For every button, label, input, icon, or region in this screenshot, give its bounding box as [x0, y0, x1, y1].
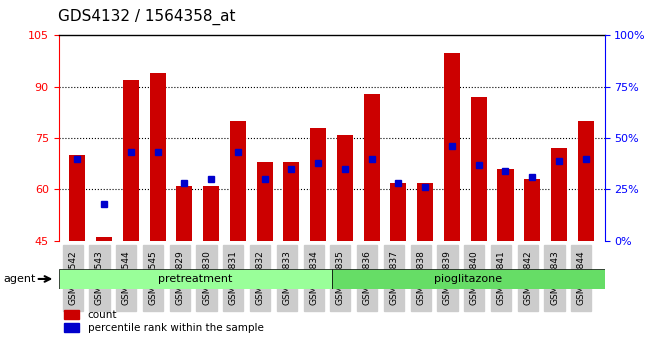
Bar: [391, 183, 406, 241]
Legend: count, percentile rank within the sample: count, percentile rank within the sample: [64, 310, 263, 333]
Bar: [123, 80, 139, 241]
Bar: [203, 186, 219, 241]
Bar: [230, 121, 246, 241]
Bar: [257, 162, 272, 241]
Bar: [524, 179, 540, 241]
FancyBboxPatch shape: [58, 269, 332, 289]
Text: pretreatment: pretreatment: [158, 274, 232, 284]
Bar: [444, 52, 460, 241]
Bar: [497, 169, 514, 241]
Text: pioglitazone: pioglitazone: [434, 274, 502, 284]
Text: agent: agent: [3, 274, 36, 284]
Bar: [69, 155, 85, 241]
Bar: [471, 97, 487, 241]
Bar: [150, 73, 166, 241]
FancyBboxPatch shape: [332, 269, 604, 289]
Bar: [551, 148, 567, 241]
Bar: [176, 186, 192, 241]
Bar: [96, 237, 112, 241]
Bar: [310, 128, 326, 241]
Bar: [363, 93, 380, 241]
Bar: [417, 183, 433, 241]
Bar: [283, 162, 300, 241]
Bar: [578, 121, 594, 241]
Bar: [337, 135, 353, 241]
Text: GDS4132 / 1564358_at: GDS4132 / 1564358_at: [58, 8, 236, 25]
